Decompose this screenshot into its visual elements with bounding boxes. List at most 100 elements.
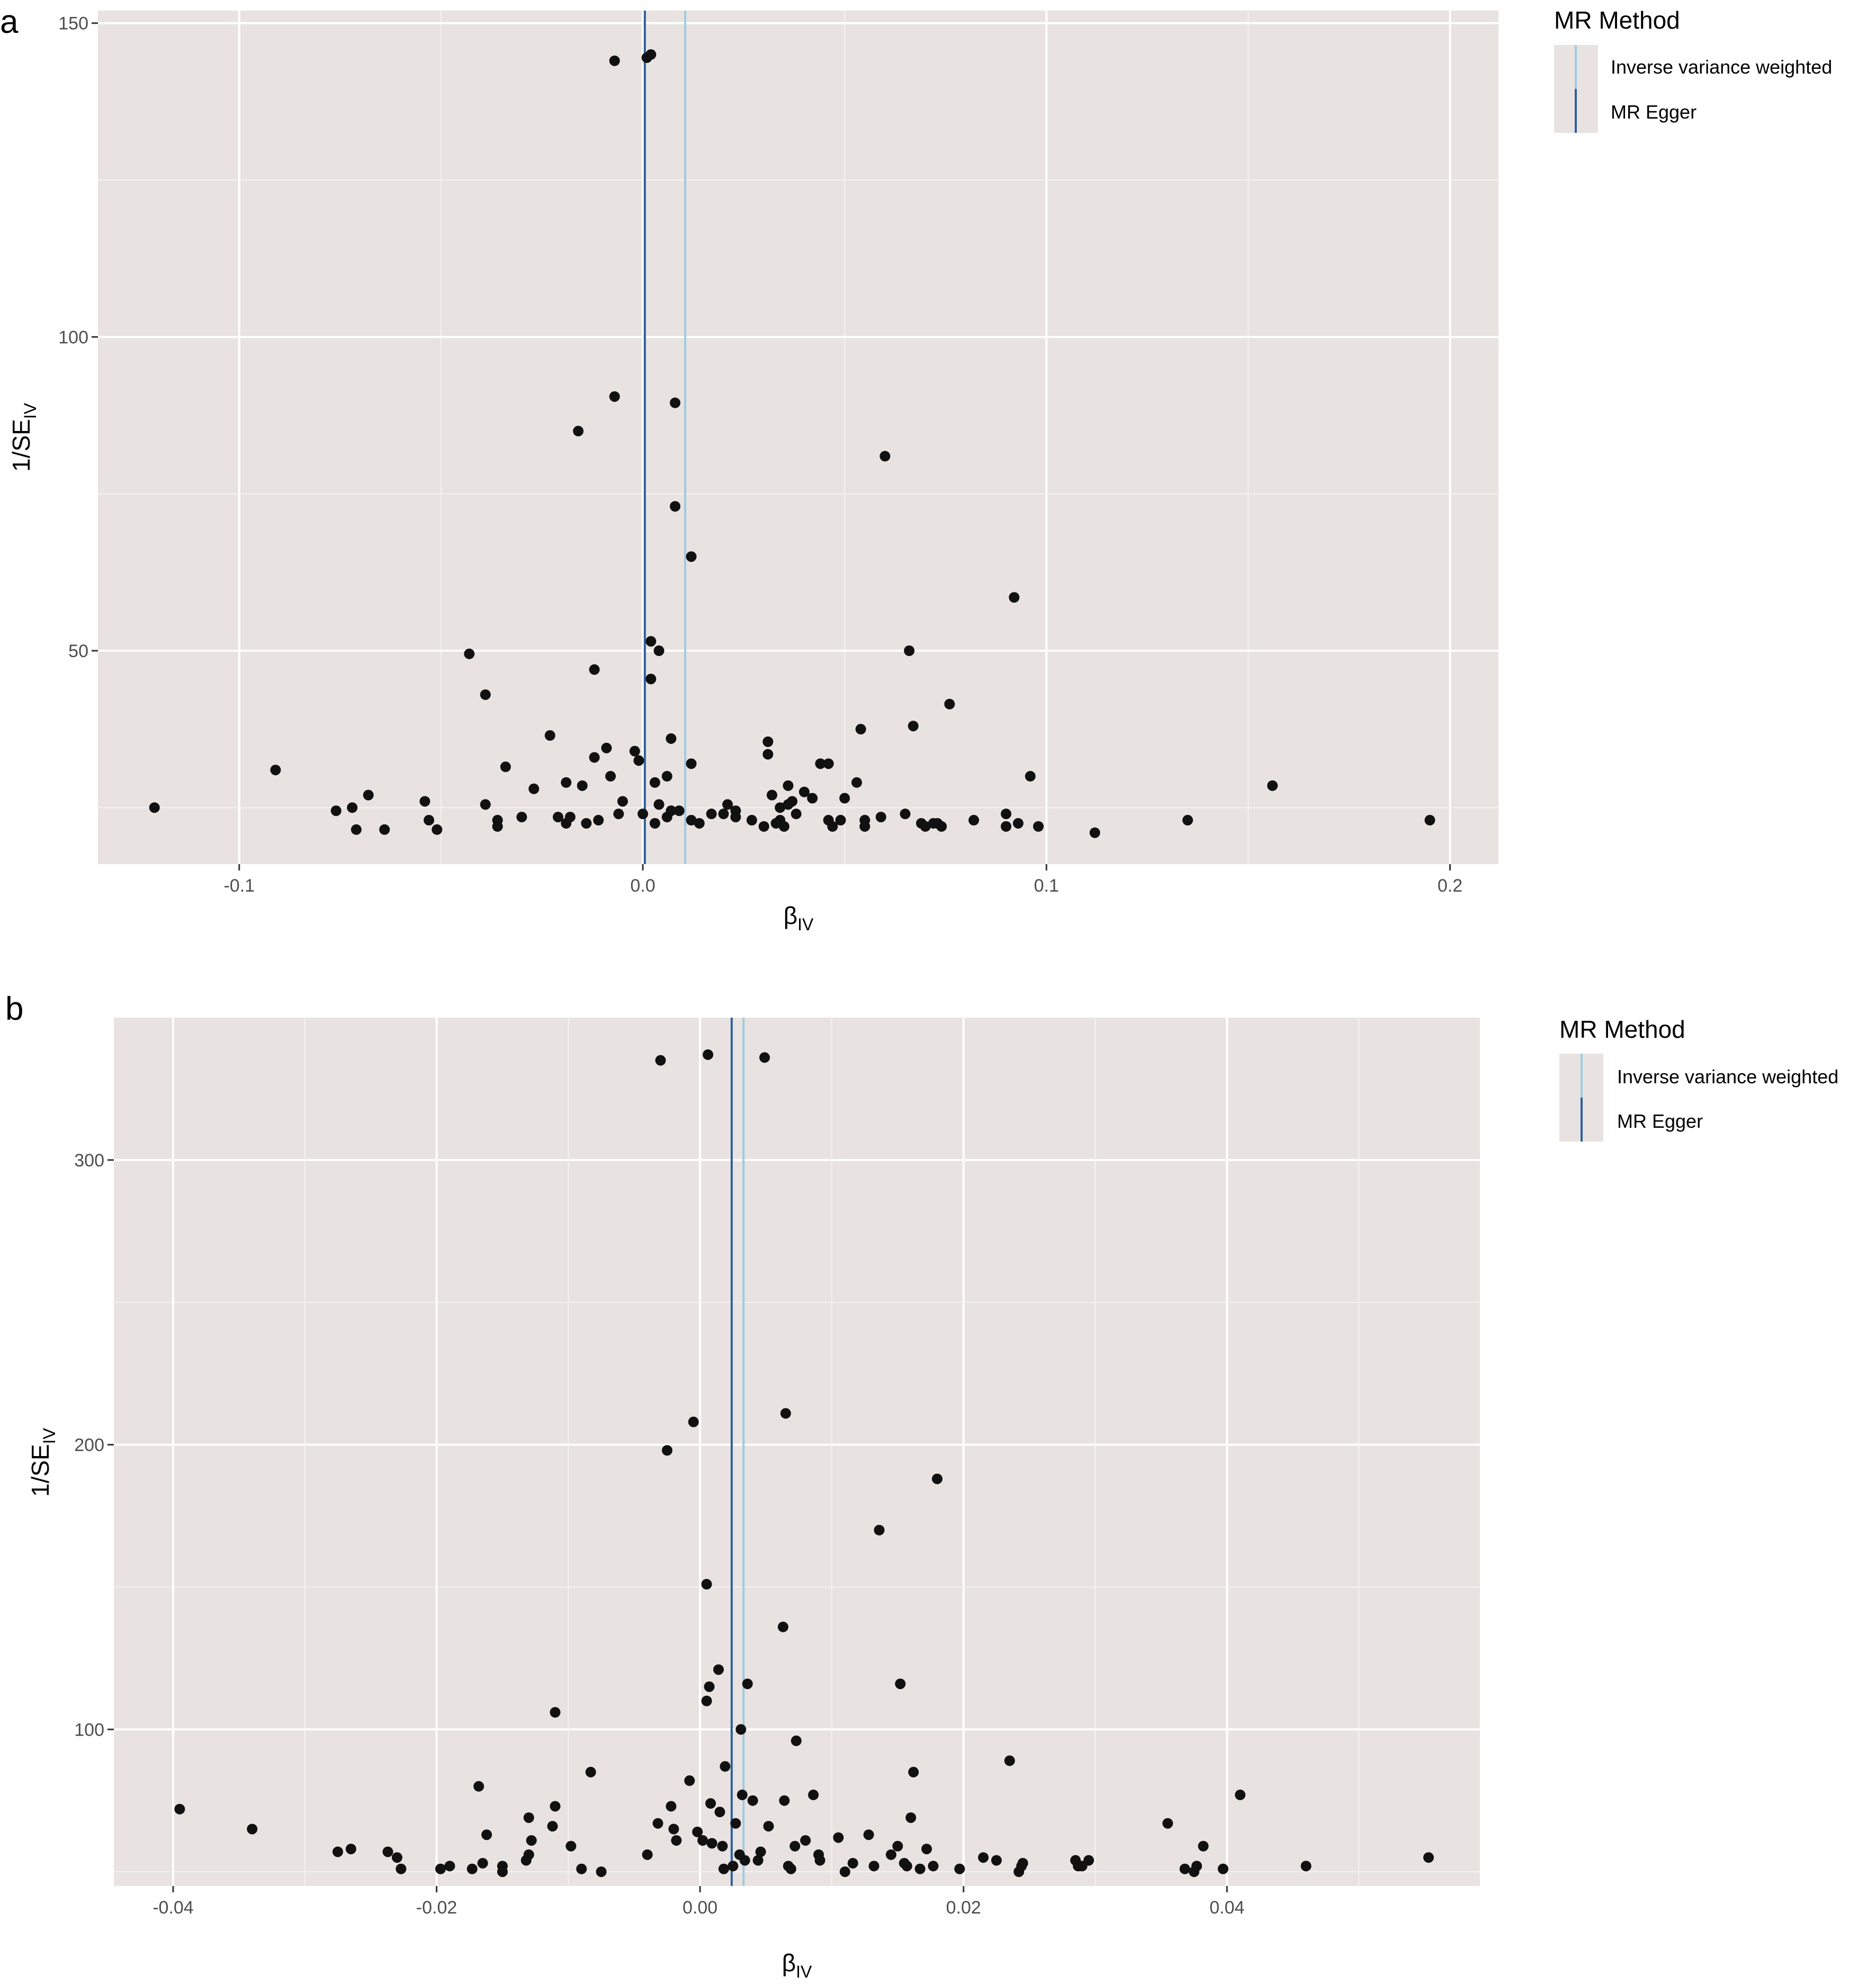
data-point xyxy=(649,818,660,829)
data-point xyxy=(978,1852,989,1863)
panel-b-legend-title: MR Method xyxy=(1559,1016,1685,1043)
data-point xyxy=(762,749,774,760)
data-point xyxy=(706,809,717,820)
data-point xyxy=(730,812,741,823)
panel-b-letter: b xyxy=(5,991,23,1027)
y-tick-label: 200 xyxy=(74,1435,104,1456)
data-point xyxy=(593,815,604,826)
data-point xyxy=(814,1855,825,1866)
data-point xyxy=(718,809,729,820)
data-point xyxy=(391,1852,402,1863)
data-point xyxy=(713,1664,724,1675)
data-point xyxy=(633,755,644,766)
x-tick-label: 0.0 xyxy=(630,876,655,896)
data-point xyxy=(653,799,665,810)
data-point xyxy=(968,815,980,826)
data-point xyxy=(577,780,588,791)
data-point xyxy=(480,799,491,810)
data-point xyxy=(839,1866,850,1878)
data-point xyxy=(497,1861,508,1872)
panel-b-major-gridlines xyxy=(114,1018,1480,1886)
data-point xyxy=(1004,1755,1015,1766)
panel-b-method-lines xyxy=(730,1018,745,1886)
data-point xyxy=(735,1724,747,1735)
data-point xyxy=(601,742,612,753)
data-point xyxy=(720,1761,731,1772)
data-point xyxy=(424,815,435,826)
data-point xyxy=(576,1863,587,1874)
data-point xyxy=(363,789,374,801)
data-point xyxy=(780,1408,791,1419)
data-point xyxy=(954,1863,965,1874)
panel-a-legend-label-egger: MR Egger xyxy=(1611,101,1697,123)
panel-b-y-axis-title: 1/SEIV xyxy=(26,1427,59,1497)
data-point xyxy=(847,1857,858,1869)
data-point xyxy=(444,1861,455,1872)
data-point xyxy=(905,1812,917,1823)
data-point xyxy=(908,1766,919,1777)
data-point xyxy=(766,789,777,801)
data-point xyxy=(432,824,443,835)
data-point xyxy=(1089,827,1100,838)
panel-a-legend: MR Method Inverse variance weighted MR E… xyxy=(1554,6,1832,133)
data-point xyxy=(1424,815,1435,826)
data-point xyxy=(1182,815,1193,826)
data-point xyxy=(684,1775,695,1786)
data-point xyxy=(544,730,555,741)
data-point xyxy=(807,793,818,804)
data-point xyxy=(722,799,733,810)
data-point xyxy=(526,1835,537,1846)
data-point xyxy=(920,821,931,832)
data-point xyxy=(742,1678,753,1690)
data-point xyxy=(686,551,697,562)
y-tick-label: 300 xyxy=(74,1151,104,1171)
data-point xyxy=(661,771,672,782)
data-point xyxy=(718,1863,729,1874)
panel-a-x-axis-title-main: β xyxy=(784,902,797,929)
data-point xyxy=(668,1824,679,1835)
data-point xyxy=(396,1863,407,1874)
data-point xyxy=(617,796,628,807)
panel-b-legend: MR Method Inverse variance weighted MR E… xyxy=(1559,1016,1838,1142)
data-point xyxy=(704,1681,715,1692)
data-point xyxy=(728,1861,739,1872)
data-point xyxy=(859,821,870,832)
data-point xyxy=(789,1840,801,1852)
panel-b-x-axis-title-main: β xyxy=(782,1949,796,1977)
data-point xyxy=(516,812,527,823)
data-point xyxy=(666,1801,677,1812)
panel-a-plot-background xyxy=(98,11,1498,864)
data-point xyxy=(655,1055,666,1066)
data-point xyxy=(605,771,616,782)
x-tick-label: 0.02 xyxy=(946,1898,981,1918)
data-point xyxy=(777,1621,788,1632)
data-point xyxy=(694,818,705,829)
data-point xyxy=(419,796,430,807)
data-point xyxy=(435,1863,446,1874)
x-tick-label: 0.2 xyxy=(1438,876,1462,896)
data-point xyxy=(908,721,919,732)
data-point xyxy=(739,1855,750,1866)
data-point xyxy=(936,821,947,832)
data-point xyxy=(649,777,660,788)
data-point xyxy=(914,1863,926,1874)
data-point xyxy=(763,1821,774,1832)
data-point xyxy=(547,1821,558,1832)
data-point xyxy=(480,689,491,700)
data-point xyxy=(573,426,584,437)
panel-b-points xyxy=(174,1049,1434,1878)
data-point xyxy=(1217,1863,1228,1874)
panel-a-legend-title: MR Method xyxy=(1554,6,1680,34)
panel-b-legend-label-egger: MR Egger xyxy=(1617,1110,1703,1132)
data-point xyxy=(670,501,681,512)
data-point xyxy=(674,805,685,816)
data-point xyxy=(351,824,362,835)
panel-b-x-ticks: -0.04 -0.02 0.00 0.02 0.04 xyxy=(152,1886,1244,1918)
panel-b-minor-gridlines xyxy=(114,1018,1480,1886)
data-point xyxy=(1162,1818,1173,1829)
panel-a-x-ticks: -0.1 0.0 0.1 0.2 xyxy=(223,864,1462,896)
data-point xyxy=(885,1849,896,1860)
data-point xyxy=(823,758,834,769)
